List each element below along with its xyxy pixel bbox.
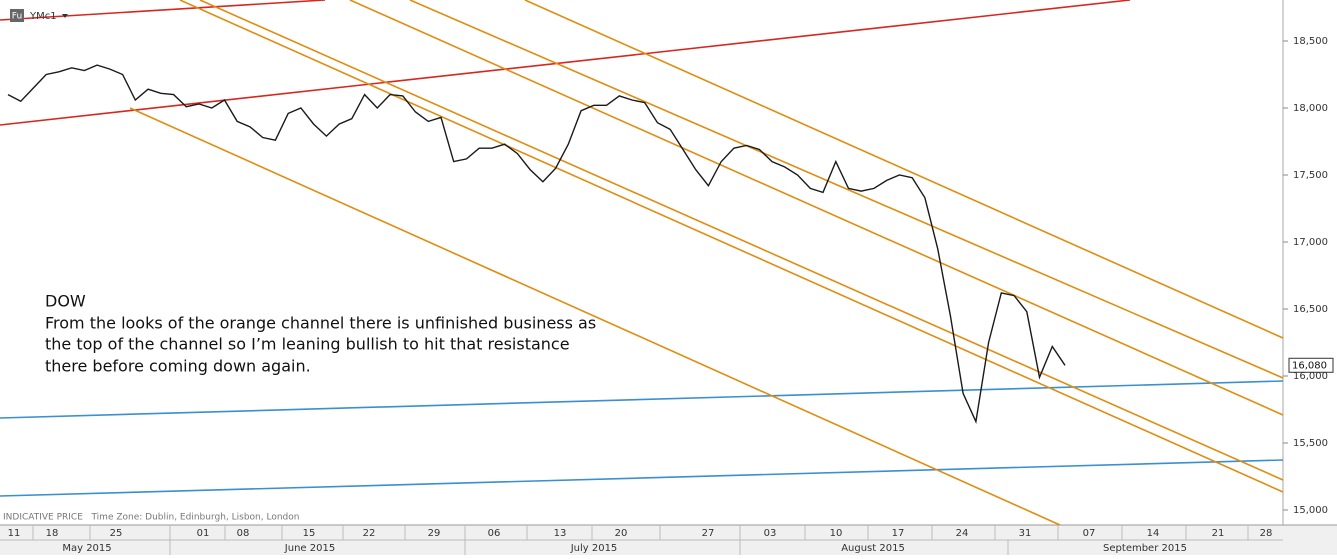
y-tick-label: 18,500 [1293,36,1328,47]
month-label: September 2015 [1103,543,1187,554]
y-tick-label: 18,000 [1293,103,1328,114]
x-tick-label: 22 [363,528,376,539]
symbol-dropdown[interactable] [62,14,68,18]
trendline [524,0,1284,339]
month-label: August 2015 [841,543,905,554]
month-label: May 2015 [62,543,111,554]
x-tick-label: 01 [197,528,210,539]
x-tick-label: 11 [8,528,21,539]
price-line [7,64,1066,425]
y-tick-label: 15,500 [1293,438,1328,449]
annotation-line: DOW [45,292,86,311]
annotation-line: the top of the channel so I’m leaning bu… [45,335,570,354]
x-tick-label: 17 [892,528,905,539]
symbol-icon: Fu [12,12,22,22]
trendline [0,0,1131,126]
x-tick-label: 06 [488,528,501,539]
annotation: DOW From the looks of the orange channel… [45,292,596,376]
x-tick-label: 13 [554,528,567,539]
trendlines [0,0,1284,526]
x-tick-label: 24 [956,528,969,539]
y-tick-label: 17,000 [1293,237,1328,248]
x-tick-label: 18 [46,528,59,539]
last-price-label: 16,080 [1292,360,1327,371]
month-label: July 2015 [570,543,618,554]
x-tick-label: 27 [702,528,715,539]
y-tick-label: 16,500 [1293,304,1328,315]
trendline [349,0,1284,416]
x-tick-label: 21 [1212,528,1225,539]
x-tick-label: 15 [303,528,316,539]
info: INDICATIVE PRICE Time Zone: Dublin, Edin… [3,513,299,523]
y-tick-label: 17,500 [1293,170,1328,181]
month-label: June 2015 [284,543,335,554]
trendline [129,107,1061,526]
trendline [409,0,1284,379]
x-tick-label: 31 [1019,528,1032,539]
annotation-line: there before coming down again. [45,357,311,376]
x-tick-label: 08 [237,528,250,539]
x-tick-label: 14 [1147,528,1160,539]
x-tick-label: 03 [764,528,777,539]
x-tick-label: 20 [615,528,628,539]
trendline [199,0,1284,481]
x-tick-label: 25 [110,528,123,539]
trendline [0,0,326,21]
y-tick-label: 15,000 [1293,505,1328,516]
x-tick-label: 29 [428,528,441,539]
annotation-line: From the looks of the orange channel the… [45,314,596,333]
symbol[interactable]: YMc1 [29,11,57,22]
x-tick-label: 28 [1260,528,1273,539]
x-tick-label: 10 [830,528,843,539]
y-tick-label: 16,000 [1293,371,1328,382]
x-tick-label: 07 [1083,528,1096,539]
symbol-icon-box [10,9,24,22]
trendline [179,0,1284,493]
trendline [0,380,1284,419]
last-price-box [1288,357,1334,373]
trendline [0,459,1284,497]
